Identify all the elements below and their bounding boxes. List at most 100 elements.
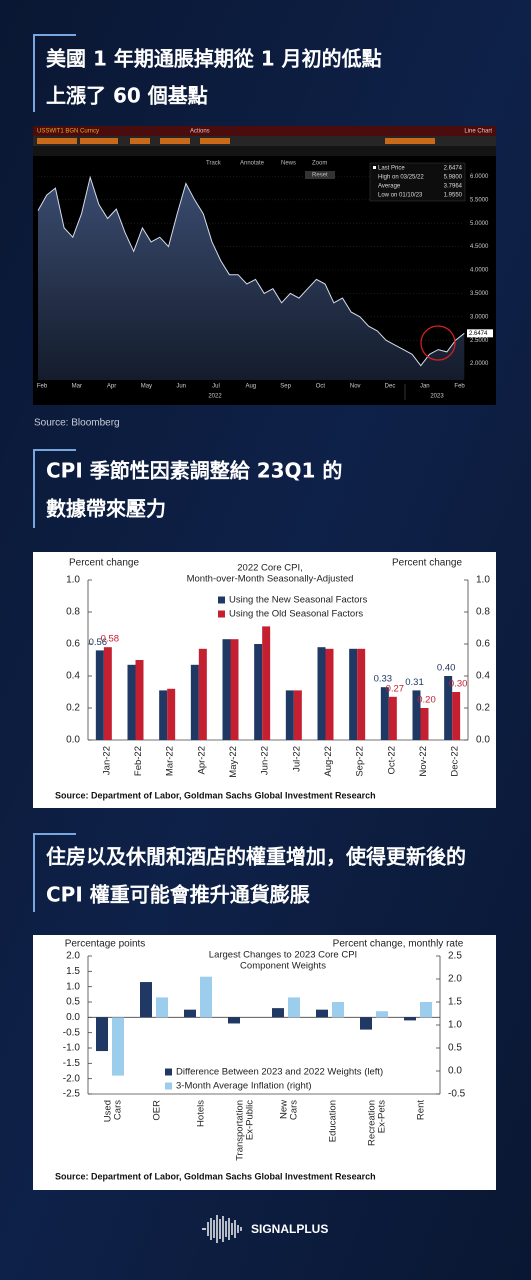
- legend-label: Using the New Seasonal Factors: [229, 595, 368, 606]
- x-tick-label: Oct-22: [386, 746, 397, 775]
- y2-tick-label: 0.2: [476, 703, 490, 714]
- x-tick-label: Nov-22: [418, 746, 429, 777]
- bar: [332, 1002, 344, 1018]
- legend-swatch: [165, 1068, 172, 1076]
- y-tick-label: 0.4: [66, 671, 80, 682]
- bar: [444, 676, 453, 740]
- price-tag-label: 2.6474: [469, 331, 488, 337]
- source: Source: Bloomberg: [34, 418, 120, 429]
- bar: [184, 1009, 196, 1018]
- x-tick-label: Ex-Public: [245, 1100, 256, 1140]
- x-tick-label: Education: [328, 1100, 339, 1142]
- value-label: 0.40: [437, 663, 456, 674]
- terminal-toolbar: [33, 146, 496, 156]
- input-field: [200, 138, 230, 144]
- x-tick-label: May: [141, 384, 152, 390]
- toolbar-label: Actions: [190, 129, 210, 135]
- price-tag: [467, 329, 493, 338]
- x-tick-label: Recreation: [367, 1100, 378, 1146]
- bar: [316, 1009, 328, 1018]
- heading: 住房以及休閒和酒店的權重增加，使得更新後的: [46, 845, 466, 869]
- y2-tick-label: 0.5: [448, 1043, 462, 1054]
- bar: [200, 976, 212, 1018]
- y-tick-label: -2.5: [63, 1089, 81, 1100]
- source: Source: Department of Labor, Goldman Sac…: [55, 790, 376, 800]
- bar: [380, 687, 389, 740]
- heading: CPI 季節性因素調整給 23Q1 的: [46, 459, 342, 483]
- highlight-circle: [420, 325, 456, 361]
- bar: [198, 648, 207, 740]
- chart-panel: [33, 935, 496, 1190]
- legend-label: Using the Old Seasonal Factors: [229, 609, 363, 620]
- x-tick-label: Transportation: [235, 1100, 246, 1161]
- toolbar-label: Zoom: [312, 161, 327, 167]
- bar: [420, 1002, 432, 1018]
- x-tick-label: Jun-22: [260, 746, 271, 775]
- legend-value: 1.9550: [444, 193, 463, 199]
- bar: [228, 1017, 240, 1024]
- x-tick-label: Nov: [350, 384, 361, 390]
- bar: [262, 626, 271, 740]
- y-tick-label: 0.0: [66, 735, 80, 746]
- y-tick-label: 5.0000: [470, 221, 489, 227]
- legend-value: 5.9800: [444, 175, 463, 181]
- toolbar-label: News: [281, 161, 296, 167]
- heading: 數據帶來壓力: [46, 497, 166, 521]
- y-tick-label: 2.0: [66, 951, 80, 962]
- x-tick-label: Aug: [245, 384, 256, 390]
- x-tick-label: Rent: [416, 1100, 427, 1120]
- legend-value: 3.7964: [444, 184, 463, 190]
- x-tick-label: Cars: [289, 1100, 300, 1120]
- input-field: [385, 138, 435, 144]
- y-tick-label: 0.6: [66, 639, 80, 650]
- y2-tick-label: 1.0: [476, 575, 490, 586]
- y-tick-label: 0.0: [66, 1012, 80, 1023]
- x-tick-label: Jun: [176, 384, 186, 390]
- bar: [140, 982, 152, 1018]
- value-label: 0.58: [101, 634, 120, 645]
- bar: [293, 690, 302, 740]
- x-tick-label: Cars: [113, 1100, 124, 1120]
- bar: [103, 647, 112, 740]
- source: Source: Department of Labor, Goldman Sac…: [55, 1171, 376, 1181]
- bar: [230, 639, 239, 740]
- y2-tick-label: 1.5: [448, 997, 462, 1008]
- y-tick-label: 5.5000: [470, 197, 489, 203]
- x-tick-label: Oct: [316, 384, 326, 390]
- y-axis-label: Percentage points: [65, 939, 146, 950]
- y2-tick-label: 0.4: [476, 671, 490, 682]
- x-tick-label: Jul-22: [291, 746, 302, 772]
- y2-axis-label: Percent change: [392, 558, 462, 569]
- toolbar-label: USSWIT1 BGN Curncy: [37, 129, 99, 135]
- y-tick-label: 3.5000: [470, 291, 489, 297]
- x-tick-label: Dec-22: [450, 746, 461, 777]
- legend-swatch: [218, 610, 225, 618]
- y-tick-label: -2.0: [63, 1073, 81, 1084]
- legend-label: High on 03/25/22: [378, 175, 424, 181]
- legend-marker: [373, 166, 376, 169]
- chart-title: Largest Changes to 2023 Core CPI: [209, 950, 357, 961]
- brand-logo: SIGNALPLUS: [202, 1215, 328, 1243]
- legend-label: Low on 01/10/23: [378, 193, 423, 199]
- legend-swatch: [165, 1082, 172, 1090]
- y-tick-label: -1.0: [63, 1043, 81, 1054]
- y-tick-label: 1.0: [66, 575, 80, 586]
- y-tick-label: 6.0000: [470, 174, 489, 180]
- chart-title: Component Weights: [240, 961, 326, 972]
- y-tick-label: 4.5000: [470, 244, 489, 250]
- bar: [376, 1011, 388, 1018]
- bar: [357, 648, 366, 740]
- value-label: 0.27: [386, 683, 405, 694]
- heading: CPI 權重可能會推升通貨膨脹: [46, 883, 310, 907]
- x-tick-label: Feb: [37, 384, 48, 390]
- x-tick-label: Aug-22: [323, 746, 334, 777]
- bar: [349, 648, 358, 740]
- legend-swatch: [218, 596, 225, 604]
- y-tick-label: 1.5: [66, 966, 80, 977]
- logo-mark: [202, 1215, 242, 1243]
- legend-label: Last Price: [378, 166, 405, 172]
- bar: [190, 664, 199, 740]
- x-tick-label: Feb-22: [133, 746, 144, 776]
- reset-button: [305, 171, 335, 179]
- terminal-toolbar: [33, 136, 496, 146]
